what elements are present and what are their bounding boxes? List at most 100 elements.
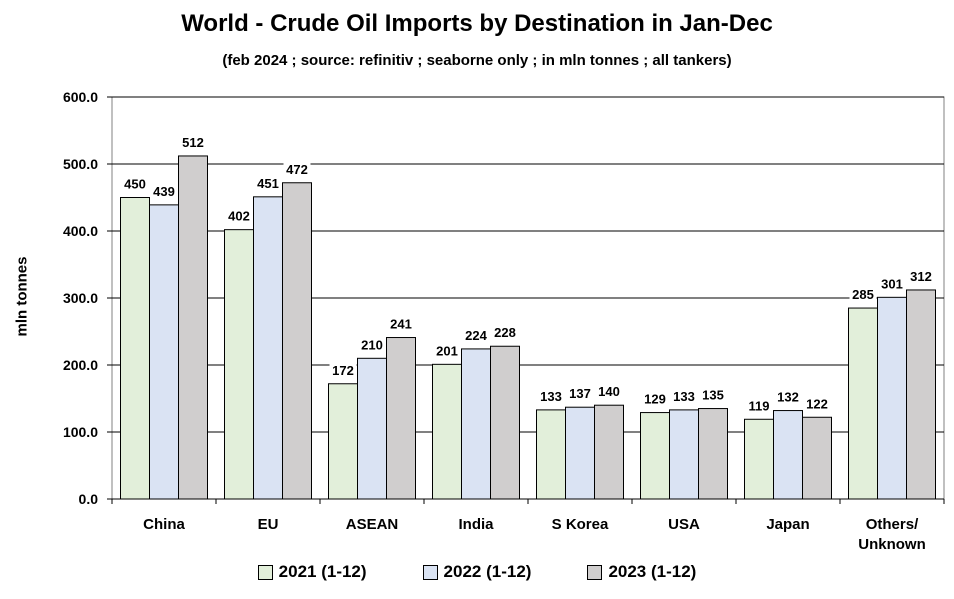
- y-tick-label: 300.0: [63, 290, 98, 306]
- legend-label: 2022 (1-12): [443, 562, 532, 581]
- data-label: 172: [332, 363, 354, 378]
- data-label-bg: [849, 286, 877, 303]
- category-label: India: [458, 516, 494, 533]
- legend-item: 2022 (1-12): [422, 562, 532, 582]
- y-tick-label: 600.0: [63, 89, 98, 105]
- y-tick-label: 400.0: [63, 223, 98, 239]
- bar: [432, 363, 462, 500]
- bar: [253, 196, 283, 500]
- data-label: 402: [228, 209, 250, 224]
- bar: [773, 410, 803, 500]
- data-label-bg: [433, 342, 461, 359]
- data-label-bg: [491, 324, 519, 341]
- bar: [906, 289, 936, 500]
- category-label: USA: [668, 516, 700, 533]
- data-label-bg: [745, 397, 773, 414]
- legend: 2021 (1-12) 2022 (1-12) 2023 (1-12): [0, 562, 954, 582]
- data-label-bg: [387, 315, 415, 332]
- data-label-bg: [803, 395, 831, 412]
- chart-subtitle: (feb 2024 ; source: refinitiv ; seaborne…: [222, 52, 732, 69]
- data-label: 450: [124, 177, 146, 192]
- data-label-bg: [462, 326, 490, 343]
- bar: [536, 409, 566, 500]
- legend-item: 2021 (1-12): [257, 562, 367, 582]
- bar: [328, 383, 358, 500]
- bar: [386, 337, 416, 500]
- legend-swatch: [257, 564, 273, 580]
- bar: [640, 412, 670, 500]
- bar: [461, 348, 491, 500]
- data-label-bg: [566, 385, 594, 402]
- data-label: 228: [494, 325, 516, 340]
- data-label: 451: [257, 176, 279, 191]
- data-label: 135: [702, 388, 724, 403]
- data-label-bg: [641, 390, 669, 407]
- data-label-bg: [150, 182, 178, 199]
- bar: [744, 418, 774, 500]
- bar: [594, 404, 624, 500]
- bar: [802, 416, 832, 500]
- bar: [490, 345, 520, 500]
- data-label-bg: [595, 383, 623, 400]
- bar: [282, 182, 312, 500]
- legend-swatch: [422, 564, 438, 580]
- y-tick-label: 100.0: [63, 424, 98, 440]
- data-label-bg: [878, 275, 906, 292]
- y-tick-label: 500.0: [63, 156, 98, 172]
- chart-title: World - Crude Oil Imports by Destination…: [181, 10, 773, 37]
- data-label-bg: [358, 336, 386, 353]
- data-label: 285: [852, 287, 874, 302]
- data-label: 512: [182, 135, 204, 150]
- legend-label: 2021 (1-12): [278, 562, 367, 581]
- bar: [848, 307, 878, 500]
- data-label-bg: [254, 174, 282, 191]
- bar-chart: 0.0 100.0 200.0 300.0 400.0 500.0 600.0 450 439 5…: [63, 89, 945, 553]
- data-label: 140: [598, 384, 620, 399]
- data-label-bg: [179, 133, 207, 150]
- data-label: 129: [644, 392, 666, 407]
- bar: [224, 229, 254, 500]
- y-tick-label: 200.0: [63, 357, 98, 373]
- bar: [565, 406, 595, 500]
- data-label: 312: [910, 269, 932, 284]
- data-label-bg: [329, 361, 357, 378]
- data-label: 301: [881, 276, 903, 291]
- bar: [178, 155, 208, 500]
- data-label: 241: [390, 317, 412, 332]
- category-label: S Korea: [552, 516, 609, 533]
- data-label: 201: [436, 343, 458, 358]
- data-label: 133: [673, 389, 695, 404]
- data-label: 137: [569, 386, 591, 401]
- category-label: Japan: [766, 516, 809, 533]
- data-label-bg: [225, 207, 253, 224]
- legend-item: 2023 (1-12): [587, 562, 696, 582]
- data-label: 224: [465, 328, 487, 343]
- data-label: 119: [749, 398, 770, 413]
- data-label: 439: [153, 184, 175, 199]
- data-label-bg: [670, 387, 698, 404]
- category-label: ASEAN: [346, 516, 399, 533]
- data-label: 210: [361, 337, 383, 352]
- category-label: China: [143, 516, 185, 533]
- data-label-bg: [907, 267, 935, 284]
- data-label: 122: [806, 396, 828, 411]
- bar: [669, 409, 699, 500]
- legend-label: 2023 (1-12): [608, 562, 697, 581]
- data-label-bg: [774, 388, 802, 405]
- bar: [149, 204, 179, 500]
- y-tick-label: 0.0: [79, 491, 99, 507]
- data-label-bg: [283, 160, 311, 177]
- bar: [698, 408, 728, 500]
- data-label-bg: [537, 387, 565, 404]
- bar: [877, 296, 907, 500]
- category-label: EU: [258, 516, 279, 533]
- data-label: 133: [540, 389, 562, 404]
- data-label: 472: [286, 162, 308, 177]
- legend-swatch: [587, 564, 603, 580]
- data-label-bg: [121, 175, 149, 192]
- bar: [357, 357, 387, 500]
- bar: [120, 197, 150, 500]
- data-label-bg: [699, 386, 727, 403]
- data-label: 132: [777, 390, 799, 405]
- category-label: Others/Unknown: [858, 516, 926, 553]
